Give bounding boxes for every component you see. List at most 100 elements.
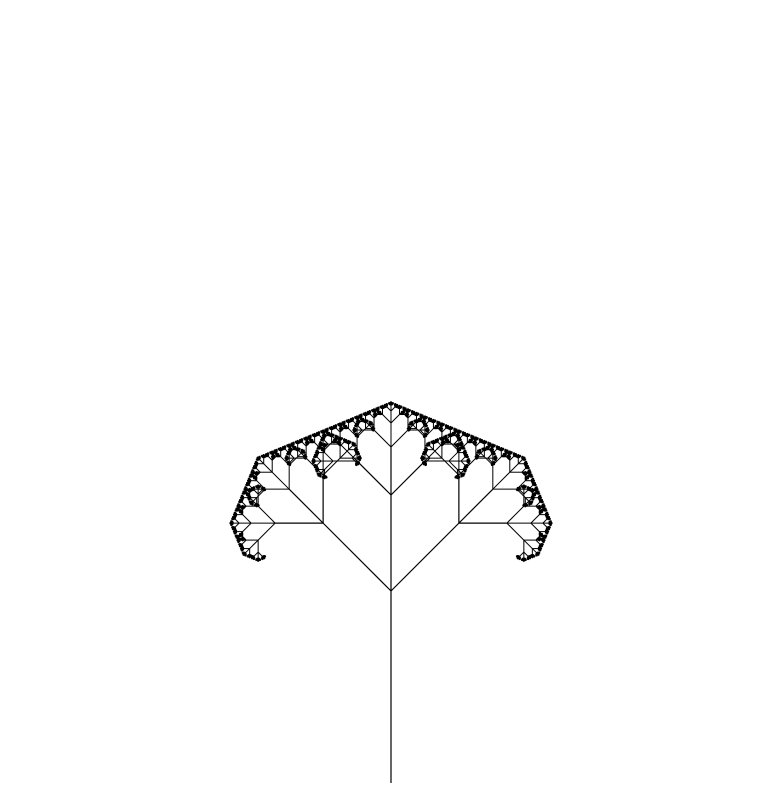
leaf-bud — [323, 475, 326, 480]
branch-segment — [441, 435, 451, 445]
branch-segment — [457, 469, 463, 475]
branch-segment — [267, 455, 273, 461]
leaf-bud — [246, 496, 251, 499]
leaf-bud — [253, 462, 258, 466]
leaf-bud — [394, 403, 399, 408]
leaf-bud — [313, 464, 318, 469]
leaf-bud — [249, 501, 253, 505]
branch-segment — [316, 456, 322, 462]
leaf-bud — [525, 475, 529, 480]
leaf-bud — [352, 428, 357, 432]
branch-segment — [419, 429, 425, 435]
fractal-tree — [229, 401, 553, 783]
branch-segment — [517, 459, 523, 465]
branch-segment — [297, 452, 303, 458]
leaf-bud — [420, 456, 425, 460]
branch-segment — [259, 459, 265, 465]
leaf-bud — [317, 473, 321, 477]
branch-segment — [506, 522, 525, 541]
branch-segment — [365, 421, 375, 431]
leaf-bud — [304, 436, 308, 441]
leaf-bud — [483, 439, 486, 444]
leaf-bud — [347, 439, 350, 444]
branch-segment — [460, 456, 466, 462]
leaf-bud — [389, 401, 393, 406]
branch-segment — [450, 431, 455, 436]
branch-segment — [310, 438, 315, 443]
branch-segment — [356, 460, 392, 496]
branch-segment — [241, 501, 247, 507]
leaf-bud — [409, 421, 413, 425]
branch-segment — [453, 439, 459, 445]
branch-segment — [528, 488, 534, 494]
leaf-bud — [235, 535, 239, 539]
branch-segment — [348, 445, 354, 451]
leaf-bud — [318, 442, 323, 446]
leaf-bud — [461, 473, 465, 477]
leaf-bud — [466, 432, 469, 437]
leaf-bud — [522, 484, 526, 489]
leaf-bud — [256, 484, 260, 489]
branch-segment — [369, 413, 375, 419]
leaf-bud — [527, 470, 532, 474]
leaf-bud — [432, 439, 435, 444]
leaf-bud — [369, 421, 373, 425]
branch-segment — [492, 471, 511, 490]
branch-segment — [382, 414, 392, 424]
leaf-bud — [545, 530, 550, 533]
branch-segment — [448, 460, 458, 470]
leaf-bud — [532, 481, 537, 486]
branch-segment — [531, 548, 537, 554]
leaf-bud — [231, 526, 236, 531]
leaf-bud — [241, 504, 244, 509]
leaf-bud — [313, 432, 316, 437]
branch-segment — [448, 452, 458, 462]
leaf-bud — [473, 441, 478, 444]
branch-segment — [542, 522, 548, 528]
branch-segment — [322, 522, 392, 592]
leaf-bud — [256, 557, 260, 562]
branch-segment — [509, 463, 519, 473]
leaf-bud — [275, 453, 280, 457]
leaf-bud — [284, 456, 289, 460]
leaf-bud — [304, 441, 309, 444]
branch-segment — [257, 551, 263, 557]
leaf-bud — [279, 446, 283, 451]
leaf-bud — [375, 407, 379, 411]
leaf-bud — [241, 537, 244, 542]
branch-segment — [323, 443, 329, 449]
branch-segment — [453, 443, 459, 449]
leaf-bud — [398, 404, 401, 409]
branch-segment — [263, 463, 273, 473]
branch-segment — [390, 429, 409, 448]
leaf-bud — [372, 413, 377, 416]
leaf-bud — [483, 446, 486, 451]
leaf-bud — [232, 530, 237, 533]
leaf-bud — [534, 487, 539, 491]
branch-segment — [509, 455, 515, 461]
leaf-bud — [529, 501, 533, 505]
branch-segment — [256, 488, 266, 499]
leaf-bud — [314, 468, 319, 471]
branch-segment — [407, 413, 413, 419]
leaf-bud — [321, 434, 326, 437]
branch-segment — [441, 427, 447, 433]
branch-segment — [301, 441, 307, 447]
branch-segment — [492, 448, 498, 454]
branch-segment — [505, 455, 511, 461]
leaf-bud — [236, 538, 241, 542]
leaf-bud — [477, 449, 481, 453]
branch-segment — [390, 414, 400, 424]
leaf-bud — [545, 513, 550, 516]
leaf-bud — [235, 507, 239, 511]
leaf-bud — [532, 492, 537, 497]
branch-segment — [319, 469, 325, 475]
branch-segment — [487, 457, 493, 463]
branch-segment — [256, 480, 266, 490]
branch-segment — [257, 489, 263, 495]
branch-segment — [487, 453, 493, 459]
leaf-bud — [464, 453, 469, 458]
leaf-bud — [428, 417, 433, 422]
branch-segment — [289, 453, 295, 459]
leaf-bud — [474, 436, 478, 441]
